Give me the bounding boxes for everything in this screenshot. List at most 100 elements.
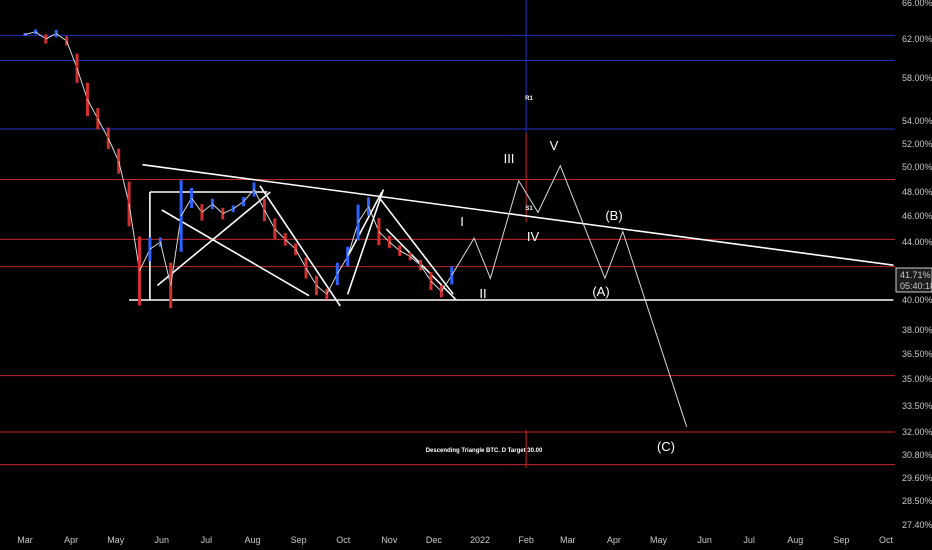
y-tick-label: 40.00%	[902, 295, 932, 305]
y-axis: 66.00% 62.00% 58.00% 54.00% 52.00% 50.00% 48.0…	[902, 0, 932, 530]
price-candle	[450, 266, 454, 285]
x-tick-label: Feb	[518, 535, 534, 545]
price-line-segment	[430, 280, 442, 292]
y-tick-label: 33.50%	[902, 401, 932, 411]
y-tick-label: 54.00%	[902, 116, 932, 126]
y-tick-label: 58.00%	[902, 73, 932, 83]
price-line-segment	[253, 189, 265, 211]
x-tick-label: Sep	[833, 535, 849, 545]
price-line-segment	[118, 161, 130, 205]
price-line-segment	[336, 256, 349, 275]
wave-labels: I II III IV V (A) (B) (C) R1 S1 Descendi…	[426, 96, 675, 454]
y-tick-label: 27.40%	[902, 520, 932, 530]
price-line-segment	[35, 31, 47, 40]
y-tick-label: 36.50%	[902, 349, 932, 359]
projection-path	[451, 164, 688, 427]
price-line-segment	[170, 215, 182, 286]
wave-label-i: I	[460, 214, 464, 229]
price-line-segment	[378, 231, 390, 243]
price-line-segment	[409, 256, 421, 266]
y-tick-label: 52.00%	[902, 139, 932, 149]
y-tick-label: 62.00%	[902, 34, 932, 44]
descending-resistance-line	[142, 163, 894, 266]
x-tick-label: Apr	[64, 535, 78, 545]
price-line-segment	[347, 222, 359, 257]
price-line-segment	[107, 138, 120, 162]
x-tick-label: Mar	[560, 535, 576, 545]
price-line-segment	[87, 99, 99, 120]
y-tick-label: 35.00%	[902, 374, 932, 384]
y-tick-label: 32.00%	[902, 427, 932, 437]
x-tick-label: 2022	[470, 535, 490, 545]
x-tick-label: May	[107, 535, 125, 545]
price-line-segment	[222, 208, 234, 215]
x-tick-label: Nov	[381, 535, 398, 545]
x-tick-label: Oct	[879, 535, 894, 545]
price-line-segment	[159, 241, 172, 286]
price-line-segment	[45, 33, 57, 40]
wave-label-c: (C)	[657, 439, 675, 454]
x-tick-label: Mar	[17, 535, 33, 545]
price-label-box	[895, 267, 932, 293]
price-line-segment	[212, 203, 224, 214]
x-axis: Mar Apr May Jun Jul Aug Sep Oct Nov Dec 2022 Feb Mar…	[17, 535, 893, 545]
y-tick-label: 38.00%	[902, 325, 932, 335]
price-line-segment	[368, 206, 380, 232]
x-tick-label: Aug	[787, 535, 803, 545]
pattern-drawings	[129, 163, 894, 307]
price-line-segment	[243, 189, 255, 202]
x-tick-label: Oct	[336, 535, 351, 545]
price-line-segment	[389, 241, 401, 252]
price-line-segment	[97, 118, 109, 139]
price-line-segment	[139, 249, 151, 272]
price-line-segment	[263, 209, 276, 230]
x-tick-label: May	[650, 535, 668, 545]
price-line-segment	[76, 68, 88, 100]
x-tick-label: Sep	[291, 535, 307, 545]
price-line-segment	[66, 40, 78, 69]
price-line-segment	[399, 250, 411, 257]
pattern-line	[259, 185, 341, 307]
price-line-segment	[24, 31, 36, 35]
y-tick-label: 44.00%	[902, 237, 932, 247]
level-label-s1: S1	[525, 206, 533, 212]
target-note: Descending Triangle BTC. D Target 30.00	[426, 448, 543, 454]
y-tick-label: 28.50%	[902, 496, 932, 506]
price-line-segment	[305, 267, 317, 286]
price-label-value: 41.71%	[900, 270, 931, 280]
x-tick-label: Dec	[426, 535, 443, 545]
price-line-segment	[274, 228, 286, 240]
price-line-segment	[191, 197, 203, 213]
price-line-segment	[316, 285, 328, 295]
price-line-segment	[149, 241, 161, 250]
price-candle	[304, 257, 308, 279]
x-tick-label: Jun	[155, 535, 170, 545]
x-tick-label: Apr	[607, 535, 621, 545]
y-tick-label: 66.00%	[902, 0, 932, 8]
y-tick-label: 46.00%	[902, 211, 932, 221]
wave-label-v: V	[550, 138, 559, 153]
x-tick-label: Jul	[201, 535, 213, 545]
price-line-segment	[440, 275, 453, 292]
pattern-line	[156, 191, 271, 287]
wave-label-iv: IV	[527, 229, 540, 244]
y-tick-label: 48.00%	[902, 187, 932, 197]
projection-line	[451, 164, 688, 427]
price-line-segment	[326, 273, 338, 295]
pattern-line	[379, 198, 454, 295]
y-tick-label: 50.00%	[902, 162, 932, 172]
pattern-line	[346, 189, 385, 295]
price-series	[23, 29, 454, 309]
level-label-r1: R1	[525, 96, 533, 102]
price-line-segment	[201, 203, 213, 213]
price-line-segment	[284, 239, 296, 250]
price-line-segment	[55, 33, 67, 42]
price-line-segment	[128, 203, 140, 272]
y-tick-label: 29.60%	[902, 473, 932, 483]
price-line-segment	[232, 201, 244, 210]
price-line-segment	[295, 249, 307, 269]
price-line-segment	[180, 197, 192, 217]
price-line-segment	[357, 206, 369, 223]
